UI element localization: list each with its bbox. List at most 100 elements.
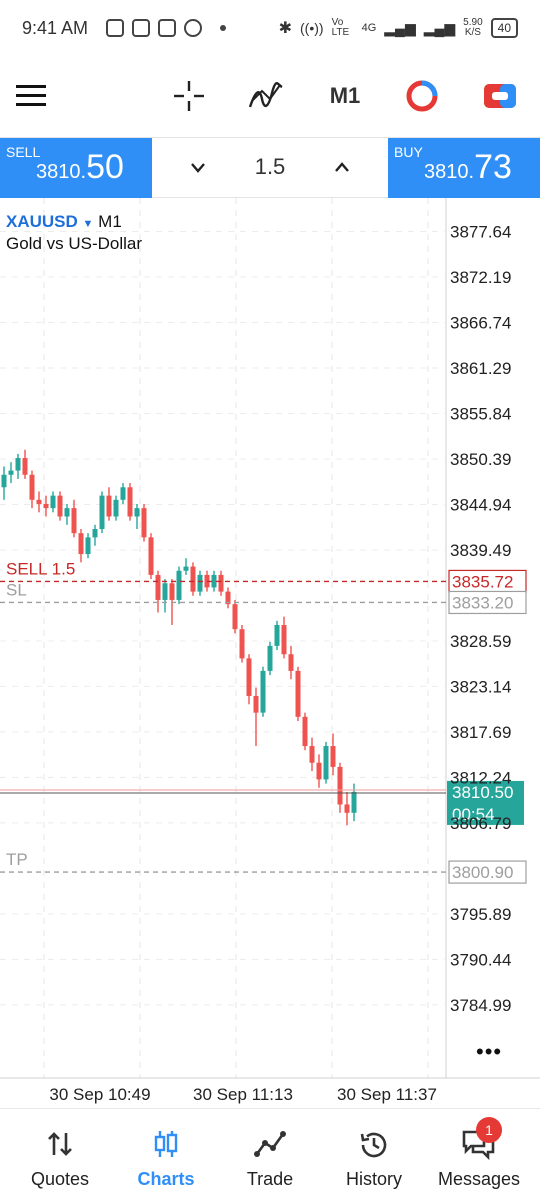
- buy-price-big: 73: [474, 148, 512, 186]
- chart-canvas[interactable]: SELL 1.5 3835.72 SL 3833.20 TP 3800.90 3810.50…: [0, 198, 540, 1108]
- quotes-icon: [6, 1129, 114, 1163]
- candle-body: [57, 495, 63, 517]
- y-tick-label: 3812.24: [450, 768, 511, 787]
- chevron-down-icon: [191, 163, 205, 173]
- candle-body: [50, 495, 56, 509]
- price-chart[interactable]: SELL 1.5 3835.72 SL 3833.20 TP 3800.90 3810.50…: [0, 198, 540, 1108]
- candle-body: [120, 487, 126, 500]
- candle-body: [351, 791, 357, 813]
- timeframe-button[interactable]: M1: [329, 83, 361, 108]
- status-bar: 9:41 AM ✱ ((•)) Vo LTE 4G ▂▄▆ ▂▄▆ 5.90 K…: [0, 0, 540, 56]
- indicators-icon[interactable]: [246, 76, 286, 116]
- candle-body: [155, 574, 161, 600]
- one-click-trade-icon[interactable]: [482, 76, 518, 116]
- charts-icon: [112, 1129, 220, 1163]
- bluetooth-icon: ✱: [278, 20, 293, 37]
- candle-body: [281, 625, 287, 655]
- sell-price-big: 50: [86, 148, 124, 186]
- y-tick-label: 3839.49: [450, 541, 511, 560]
- chart-timeframe: M1: [98, 212, 122, 231]
- y-tick-label: 3850.39: [450, 450, 511, 469]
- candle-body: [218, 574, 224, 592]
- candle-body: [162, 583, 168, 600]
- chart-header: XAUUSD ▼ M1 Gold vs US-Dollar: [6, 212, 142, 254]
- nav-trade[interactable]: Trade: [216, 1109, 324, 1201]
- buy-button[interactable]: BUY 3810.73: [388, 138, 540, 198]
- buy-price: 3810.73: [424, 148, 512, 187]
- symbol-description: Gold vs US-Dollar: [6, 234, 143, 253]
- y-tick-label: 3790.44: [450, 950, 511, 969]
- order-price-label: 3800.90: [452, 863, 513, 882]
- candle-body: [323, 746, 329, 780]
- sell-price: 3810.50: [36, 148, 124, 187]
- nav-messages[interactable]: 1 Messages: [424, 1109, 534, 1201]
- candle-body: [176, 570, 182, 600]
- candle-body: [85, 537, 91, 555]
- candle-body: [71, 508, 77, 534]
- one-click-trading-panel: SELL 3810.50 1.5 BUY 3810.73: [0, 138, 540, 198]
- candle-body: [127, 487, 133, 517]
- current-price-box: [447, 780, 524, 825]
- candle-body: [239, 629, 245, 659]
- candle-body: [309, 746, 315, 763]
- candle-body: [190, 566, 196, 592]
- more-options-icon[interactable]: •••: [476, 1039, 503, 1064]
- candle-body: [141, 508, 147, 538]
- messages-badge: 1: [476, 1117, 502, 1143]
- bar-countdown-label: 00:54: [452, 805, 495, 824]
- candle-body: [36, 499, 42, 504]
- symbol-row: XAUUSD ▼ M1: [6, 212, 142, 232]
- x-tick-label: 30 Sep 10:49: [49, 1085, 150, 1104]
- symbol-dropdown-icon[interactable]: ▼: [82, 218, 94, 230]
- y-tick-label: 3806.79: [450, 814, 511, 833]
- nav-charts[interactable]: Charts: [112, 1109, 220, 1201]
- order-price-box: [448, 590, 527, 615]
- candle-body: [274, 625, 280, 646]
- candle-body: [302, 716, 308, 747]
- candle-body: [344, 804, 350, 813]
- candle-body: [337, 766, 343, 805]
- nav-quotes[interactable]: Quotes: [6, 1109, 114, 1201]
- candle-body: [15, 458, 21, 471]
- sell-price-main: 3810.: [36, 161, 87, 183]
- lot-increase-button[interactable]: [326, 154, 358, 182]
- nav-history[interactable]: History: [320, 1109, 428, 1201]
- x-tick-label: 30 Sep 11:13: [193, 1085, 293, 1104]
- y-tick-label: 3855.84: [450, 404, 511, 423]
- network-type: 4G: [361, 22, 377, 34]
- nav-label-trade: Trade: [246, 1169, 294, 1189]
- candle-body: [8, 470, 14, 475]
- lot-value[interactable]: 1.5: [254, 154, 286, 179]
- candle-body: [253, 695, 259, 713]
- symbol-name[interactable]: XAUUSD: [6, 212, 78, 231]
- sell-label: SELL: [6, 144, 41, 160]
- battery-icon: 40: [490, 18, 518, 38]
- more-notifications-icon: [220, 25, 227, 31]
- candle-body: [260, 670, 266, 713]
- nav-label-history: History: [345, 1169, 402, 1189]
- nav-label-messages: Messages: [437, 1169, 521, 1189]
- y-tick-label: 3861.29: [450, 359, 511, 378]
- order-price-box: [448, 860, 527, 884]
- crosshair-icon[interactable]: [170, 76, 208, 116]
- order-line-label: TP: [6, 850, 28, 869]
- nav-label-quotes: Quotes: [30, 1169, 90, 1189]
- color-theme-icon[interactable]: [404, 76, 440, 116]
- y-tick-label: 3817.69: [450, 723, 511, 742]
- candle-body: [295, 670, 301, 717]
- hamburger-icon[interactable]: [14, 76, 48, 116]
- candle-body: [22, 458, 28, 475]
- buy-label: BUY: [394, 144, 423, 160]
- instagram-icon: [106, 19, 125, 37]
- signal-icon: ▂▄▆: [384, 19, 416, 36]
- lot-decrease-button[interactable]: [182, 154, 214, 182]
- y-tick-label: 3866.74: [450, 314, 511, 333]
- candle-body: [211, 574, 217, 588]
- sell-button[interactable]: SELL 3810.50: [0, 138, 152, 198]
- nav-label-charts: Charts: [137, 1169, 195, 1189]
- candle-body: [197, 574, 203, 592]
- y-tick-label: 3823.14: [450, 677, 511, 696]
- x-tick-label: 30 Sep 11:37: [337, 1085, 437, 1104]
- trade-icon: [216, 1129, 324, 1163]
- candle-body: [148, 537, 154, 575]
